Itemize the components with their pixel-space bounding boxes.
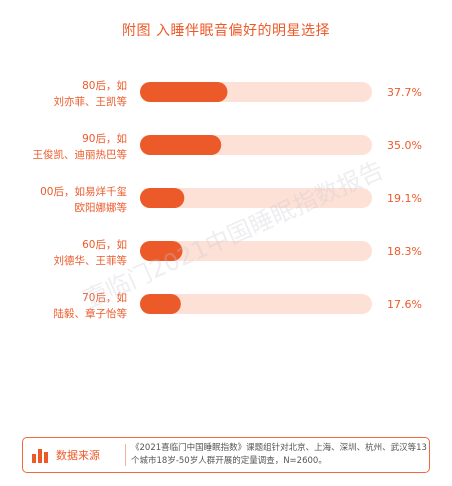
data-source-tag: 数据来源 (23, 438, 111, 472)
category-label: 80后，如 (82, 79, 127, 92)
bar-track (140, 294, 372, 314)
value-label: 35.0% (387, 139, 422, 152)
bar (140, 241, 183, 261)
category-label: 90后，如 (82, 132, 127, 145)
bar (140, 294, 181, 314)
bar (140, 135, 222, 155)
data-source-label: 数据来源 (56, 449, 100, 462)
bar-track (140, 241, 372, 261)
category-label: 陆毅、章子怡等 (54, 307, 128, 320)
category-label: 王俊凯、迪丽热巴等 (33, 148, 128, 161)
value-label: 19.1% (387, 192, 422, 205)
data-source-text: 《2021喜临门中国睡眠指数》课题组针对北京、上海、深圳、杭州、武汉等13个城市… (131, 443, 427, 466)
category-label: 70后，如 (82, 291, 127, 304)
data-source-box: 数据来源 《2021喜临门中国睡眠指数》课题组针对北京、上海、深圳、杭州、武汉等… (22, 437, 430, 473)
value-label: 37.7% (387, 86, 422, 99)
chart-title: 附图 入睡伴眠音偏好的明星选择 (122, 23, 330, 39)
bar (140, 82, 228, 102)
bar-chart-icon (32, 447, 50, 463)
category-label: 刘亦菲、王凯等 (54, 95, 128, 108)
bar (140, 188, 185, 208)
value-label: 18.3% (387, 245, 422, 258)
value-label: 17.6% (387, 298, 422, 311)
category-label: 欧阳娜娜等 (75, 201, 128, 214)
source-divider (125, 444, 126, 466)
category-label: 60后，如 (82, 238, 127, 251)
category-label: 00后，如易烊千玺 (40, 185, 127, 198)
bar-track (140, 188, 372, 208)
category-label: 刘德华、王菲等 (54, 254, 128, 267)
